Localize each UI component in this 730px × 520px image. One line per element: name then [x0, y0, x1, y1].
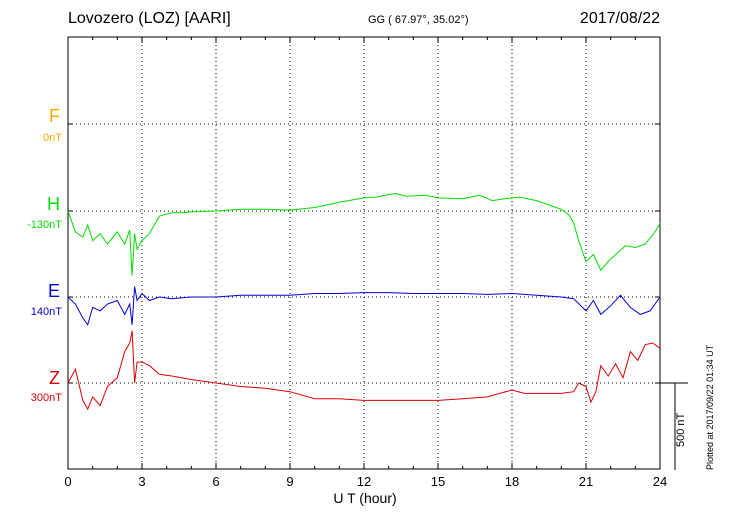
- x-tick-label: 18: [504, 474, 520, 489]
- x-axis-label: U T (hour): [0, 490, 730, 506]
- component-label-f: F: [49, 106, 60, 126]
- x-tick-label: 3: [138, 474, 146, 489]
- series-line-z: [67, 330, 661, 411]
- x-tick-label: 0: [64, 474, 72, 489]
- x-tick-label: 6: [212, 474, 220, 489]
- series-line-e: [67, 286, 661, 326]
- baseline-label-e: 140nT: [30, 306, 62, 318]
- scale-bar-label: 500 nT: [675, 412, 687, 447]
- x-tick-label: 9: [286, 474, 294, 489]
- x-tick-label: 21: [578, 474, 594, 489]
- chart-date: 2017/08/22: [579, 10, 660, 27]
- x-axis-label-text: U T (hour): [333, 490, 397, 506]
- x-tick-label: 15: [430, 474, 446, 489]
- plotted-timestamp: Plotted at 2017/09/22 01:34 UT: [705, 344, 715, 470]
- baseline-label-h: -130nT: [27, 219, 62, 231]
- baseline-label-z: 300nT: [30, 392, 62, 404]
- station-coordinates: GG ( 67.97°, 35.02°): [368, 14, 469, 26]
- component-label-h: H: [47, 194, 60, 214]
- x-tick-label: 24: [652, 474, 668, 489]
- component-label-z: Z: [49, 368, 60, 388]
- baseline-label-f: 0nT: [43, 132, 62, 144]
- chart-title: Lovozero (LOZ) [AARI]: [68, 10, 231, 27]
- series-line-h: [67, 193, 661, 276]
- x-tick-label: 12: [356, 474, 372, 489]
- component-label-e: E: [47, 281, 60, 301]
